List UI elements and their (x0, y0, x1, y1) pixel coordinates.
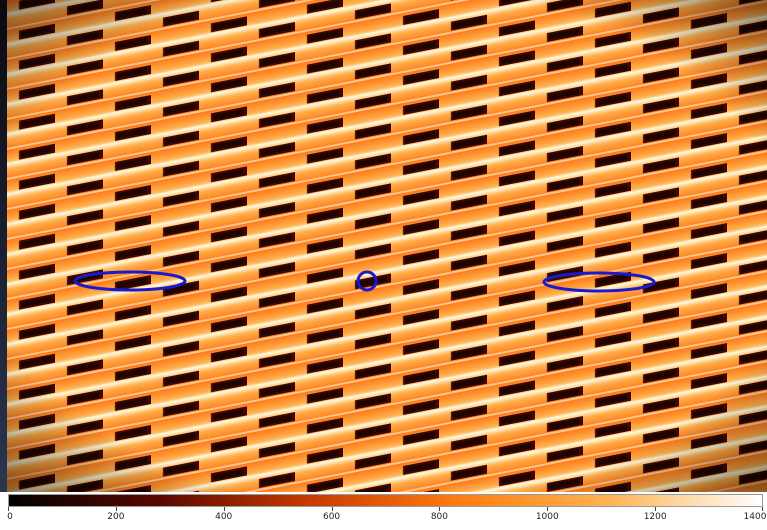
colorbar-tick (439, 507, 441, 511)
colorbar-tick (223, 507, 225, 511)
viewer-edge-strip (0, 0, 7, 492)
colorbar-tick-label: 600 (322, 512, 341, 522)
ellipse-region-right[interactable] (542, 271, 656, 293)
colorbar-tick-label: 1000 (535, 512, 559, 522)
colorbar-tick-label: 200 (107, 512, 125, 522)
colorbar-tick-label: 400 (215, 512, 233, 522)
colorbar-gradient (8, 494, 763, 507)
colorbar-tick-label: 1400 (743, 512, 767, 522)
colorbar-tick (115, 507, 117, 511)
colorbar-tick (655, 507, 657, 511)
colorbar-tick (331, 507, 333, 511)
colorbar-tick-label: 1200 (643, 512, 667, 522)
ellipse-region-left[interactable] (73, 270, 187, 292)
colorbar-tick (8, 507, 9, 511)
colorbar-tick (762, 507, 763, 511)
circle-region-center[interactable] (356, 270, 378, 292)
colorbar-tick (547, 507, 549, 511)
colorbar-tick-label: 800 (430, 512, 449, 522)
colorbar: 0 200 400 600 800 1000 1200 1400 (0, 492, 767, 530)
heatmap-image[interactable] (7, 0, 767, 492)
colorbar-tick-label: 0 (7, 512, 13, 522)
